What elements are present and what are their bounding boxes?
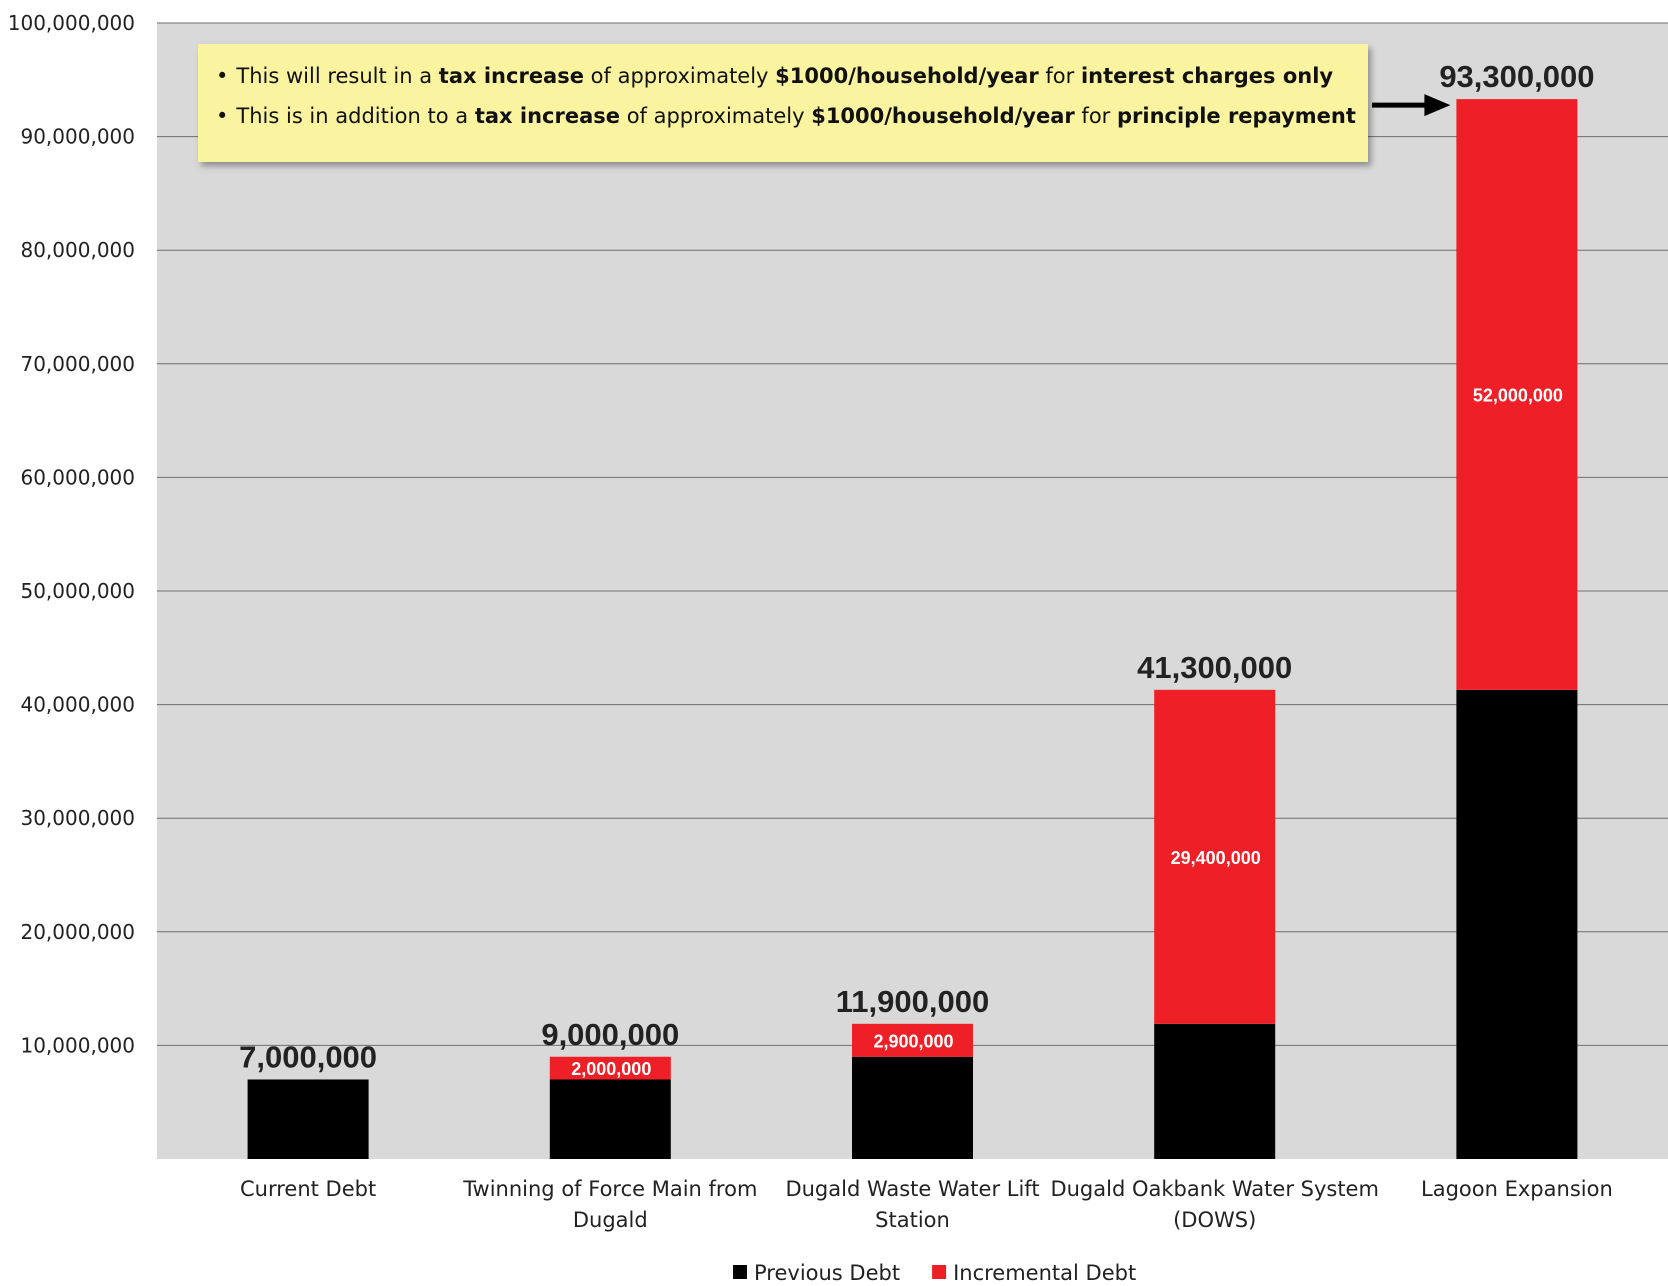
- bullet-icon: •: [216, 104, 229, 128]
- incremental-value-label: 29,400,000: [1171, 848, 1261, 868]
- callout-arrow: [1372, 94, 1451, 117]
- callout-text: of approximately: [583, 64, 776, 88]
- bars: 7,000,000 2,000,000 9,000,000 2,900,000 11,9…: [239, 59, 1594, 1159]
- y-axis-tick-labels: 10,000,000 20,000,000 30,000,000 40,000,000…: [8, 11, 135, 1057]
- callout-text-bold: principle repayment: [1116, 104, 1356, 128]
- category-label: Dugald Oakbank Water System: [1050, 1177, 1378, 1201]
- y-tick-label: 70,000,000: [20, 352, 135, 376]
- arrow-head-icon: [1424, 94, 1451, 117]
- callout-text: This will result in a: [236, 64, 439, 88]
- callout-text: for: [1038, 64, 1081, 88]
- callout-text-bold: tax increase: [474, 104, 621, 128]
- total-value-label: 7,000,000: [239, 1039, 377, 1074]
- total-value-label: 9,000,000: [541, 1017, 679, 1052]
- bar-previous-debt: [1154, 1023, 1276, 1159]
- y-tick-label: 30,000,000: [20, 806, 135, 830]
- callout-text: for: [1074, 104, 1117, 128]
- y-tick-label: 100,000,000: [8, 11, 135, 35]
- y-tick-label: 20,000,000: [20, 920, 135, 944]
- incremental-value-label: 2,900,000: [873, 1031, 953, 1051]
- category-label: Twinning of Force Main from: [462, 1177, 757, 1201]
- total-value-label: 11,900,000: [836, 984, 989, 1019]
- bar-previous-debt: [852, 1056, 973, 1159]
- total-value-label: 41,300,000: [1137, 650, 1292, 685]
- bar-incremental-debt: [1154, 689, 1276, 1024]
- bar-previous-debt: [549, 1079, 671, 1159]
- callout-text: This is in addition to a: [236, 104, 475, 128]
- callout-text-bold: $1000/household/year: [811, 104, 1075, 128]
- y-tick-label: 40,000,000: [20, 693, 135, 717]
- category-label: Dugald: [573, 1208, 648, 1232]
- legend-label: Incremental Debt: [953, 1261, 1136, 1285]
- legend-swatch: [932, 1265, 947, 1279]
- legend: Previous Debt Incremental Debt: [733, 1261, 1136, 1285]
- y-tick-label: 50,000,000: [20, 579, 135, 603]
- callout-text: of approximately: [620, 104, 812, 128]
- legend-swatch: [733, 1265, 747, 1279]
- bar-previous-debt: [247, 1079, 369, 1159]
- bar-incremental-debt: [852, 1023, 973, 1057]
- bullet-icon: •: [216, 64, 229, 88]
- category-label: Lagoon Expansion: [1421, 1177, 1613, 1201]
- callout-line-interest: • This will result in a tax increase of …: [216, 64, 1350, 104]
- callout-box: • This will result in a tax increase of …: [198, 44, 1368, 162]
- bar-previous-debt: [1456, 689, 1578, 1159]
- x-axis-category-labels: Current Debt Twinning of Force Main from D…: [240, 1177, 1613, 1232]
- category-label: Station: [875, 1208, 950, 1232]
- callout-text-bold: tax increase: [438, 64, 584, 88]
- category-label: (DOWS): [1173, 1208, 1256, 1232]
- incremental-value-label: 2,000,000: [571, 1059, 651, 1079]
- y-tick-label: 90,000,000: [20, 125, 135, 149]
- bar-incremental-debt: [1456, 99, 1578, 690]
- y-tick-label: 10,000,000: [20, 1033, 135, 1057]
- category-label: Dugald Waste Water Lift: [785, 1177, 1039, 1201]
- callout-line-principle: • This is in addition to a tax increase …: [216, 104, 1356, 144]
- y-tick-label: 80,000,000: [20, 238, 135, 262]
- callout-text-bold: $1000/household/year: [775, 64, 1039, 88]
- category-label: Current Debt: [240, 1177, 376, 1201]
- incremental-value-label: 52,000,000: [1473, 385, 1563, 405]
- total-value-label: 93,300,000: [1439, 59, 1594, 94]
- y-tick-label: 60,000,000: [20, 465, 135, 489]
- callout-text-bold: interest charges only: [1080, 64, 1334, 88]
- bar-incremental-debt: [549, 1056, 671, 1080]
- legend-label: Previous Debt: [754, 1261, 900, 1285]
